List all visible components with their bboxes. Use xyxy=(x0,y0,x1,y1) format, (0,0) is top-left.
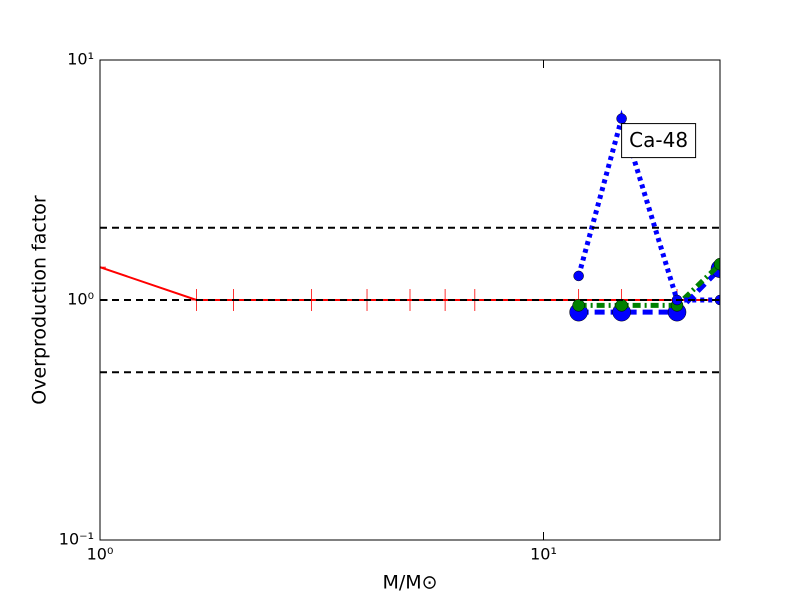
y-tick-label: 10⁰ xyxy=(67,290,94,309)
x-tick-label: 10¹ xyxy=(530,545,557,564)
y-tick-label: 10⁻¹ xyxy=(59,530,94,549)
annotation: Ca-48 xyxy=(629,128,688,152)
marker xyxy=(100,256,106,279)
series-line xyxy=(578,262,720,308)
y-tick-label: 10¹ xyxy=(67,50,94,69)
marker xyxy=(616,113,627,124)
marker xyxy=(713,257,720,271)
marker xyxy=(615,299,628,312)
plot-area xyxy=(100,109,720,374)
marker xyxy=(572,299,585,312)
x-axis-label: M/M⊙ xyxy=(382,572,437,594)
series-line xyxy=(576,109,720,303)
y-axis-label: Overproduction factor xyxy=(29,195,51,405)
x-tick-label: 10⁰ xyxy=(87,545,114,564)
series-line xyxy=(578,266,720,315)
annotation-box xyxy=(621,123,697,159)
marker xyxy=(573,270,584,282)
